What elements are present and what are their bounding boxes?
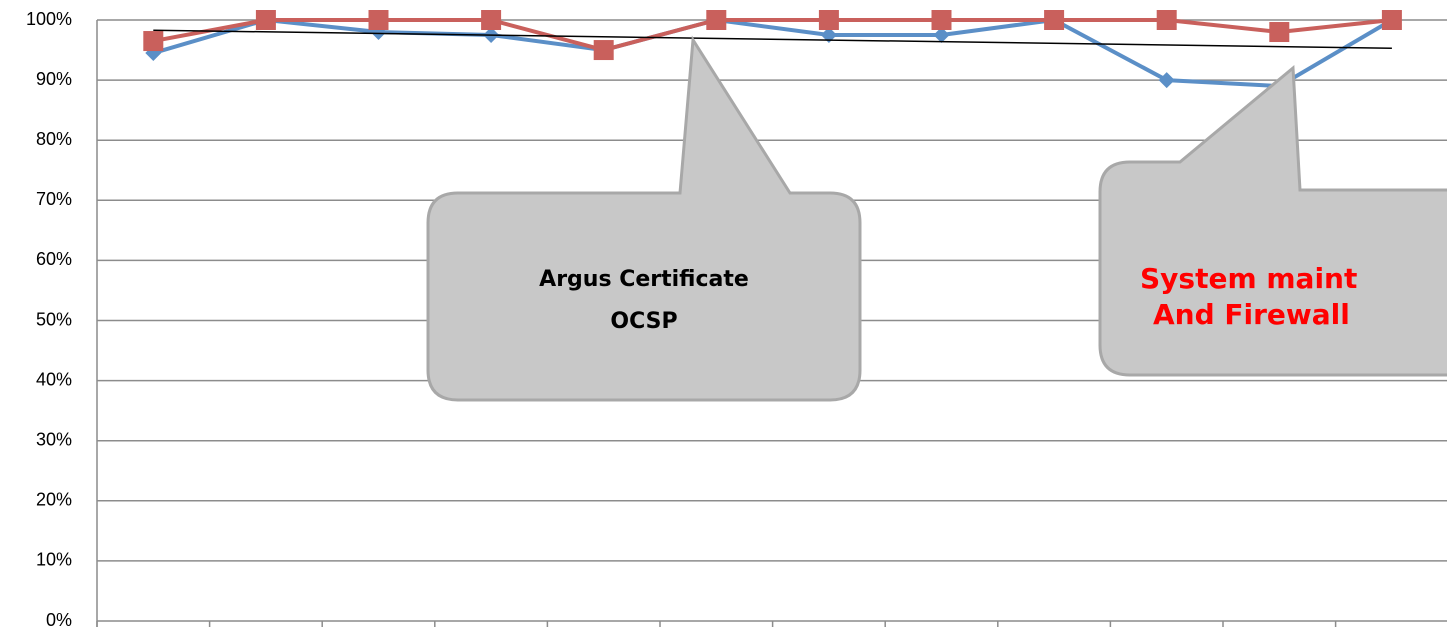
marker	[255, 10, 276, 30]
marker	[1156, 10, 1177, 30]
annotation: Argus Certificate	[539, 267, 749, 292]
series-line	[152, 18, 1393, 53]
marker	[143, 31, 164, 52]
y-tick-label: 10%	[36, 550, 72, 570]
y-tick-label: 90%	[36, 69, 72, 89]
marker	[1044, 10, 1065, 30]
y-tick-label: 30%	[36, 429, 72, 449]
y-tick-label: 20%	[36, 490, 72, 510]
marker	[1381, 10, 1402, 30]
marker	[820, 27, 837, 44]
trendline	[153, 29, 1392, 49]
marker	[933, 27, 950, 44]
callouts	[426, 35, 1447, 402]
marker	[1269, 22, 1290, 43]
marker	[931, 10, 952, 30]
y-tick-label: 60%	[36, 249, 72, 269]
y-tick-label: 0%	[46, 610, 72, 627]
marker	[481, 10, 502, 30]
marker	[593, 40, 614, 61]
marker	[368, 10, 389, 30]
y-tick-label: 70%	[36, 189, 72, 209]
series-line	[152, 17, 1393, 89]
marker	[706, 10, 727, 30]
annotation: And Firewall	[1153, 298, 1350, 331]
y-tick-label: 50%	[36, 309, 72, 329]
callout-bubble	[426, 35, 862, 402]
callout-bubble	[1098, 64, 1447, 377]
y-tick-label: 40%	[36, 369, 72, 389]
annotation: OCSP	[610, 309, 677, 334]
y-tick-label: 100%	[26, 9, 72, 29]
marker	[818, 10, 839, 30]
y-tick-label: 80%	[36, 129, 72, 149]
marker	[1158, 72, 1175, 89]
annotation: System maint	[1140, 262, 1357, 295]
